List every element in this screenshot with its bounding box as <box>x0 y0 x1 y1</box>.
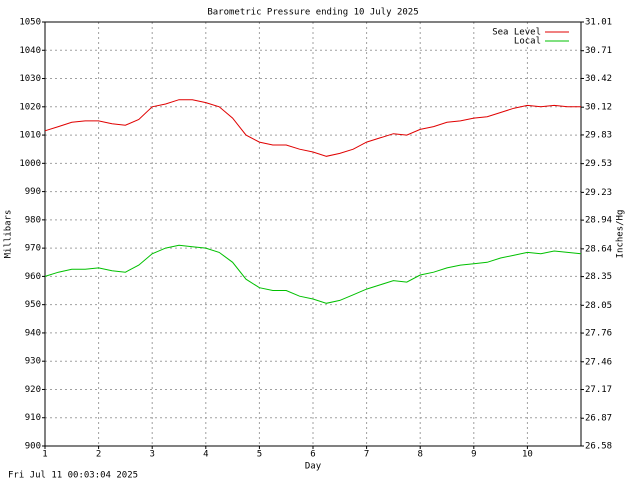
y2-tick-label: 29.23 <box>585 188 612 198</box>
y-tick-label: 1010 <box>19 131 41 141</box>
x-tick-label: 3 <box>149 450 154 460</box>
x-tick-label: 1 <box>42 450 47 460</box>
y2-tick-label: 30.12 <box>585 103 612 113</box>
y-tick-label: 1000 <box>19 159 41 169</box>
x-tick-label: 9 <box>471 450 476 460</box>
x-tick-label: 10 <box>522 450 533 460</box>
y-tick-label: 1050 <box>19 18 41 28</box>
x-tick-label: 7 <box>364 450 369 460</box>
series-line <box>44 99 581 157</box>
y2-tick-label: 28.94 <box>585 216 612 226</box>
y2-tick-label: 31.01 <box>585 18 612 28</box>
y2-tick-label: 28.05 <box>585 301 612 311</box>
x-tick-label: 8 <box>417 450 422 460</box>
x-axis-label: Day <box>305 462 322 472</box>
y-tick-label: 930 <box>25 357 41 367</box>
y2-tick-label: 27.76 <box>585 329 612 339</box>
legend-label: Local <box>514 37 541 47</box>
y-tick-label: 940 <box>25 328 41 338</box>
y-tick-label: 970 <box>25 244 41 254</box>
y-tick-label: 950 <box>25 300 41 310</box>
y2-tick-label: 29.53 <box>585 159 612 169</box>
chart-title: Barometric Pressure ending 10 July 2025 <box>207 8 418 18</box>
timestamp: Fri Jul 11 00:03:04 2025 <box>8 471 138 481</box>
y2-tick-label: 26.58 <box>585 442 612 452</box>
plot-frame <box>44 21 582 447</box>
x-tick-label: 5 <box>257 450 262 460</box>
y-tick-label: 960 <box>25 272 41 282</box>
y-tick-label: 990 <box>25 187 41 197</box>
y2-tick-label: 28.35 <box>585 272 612 282</box>
x-tick-label: 4 <box>203 450 208 460</box>
y-tick-label: 900 <box>25 442 41 452</box>
y2-tick-label: 27.46 <box>585 357 612 367</box>
y2-tick-label: 27.17 <box>585 385 612 395</box>
y2-tick-label: 29.83 <box>585 130 612 140</box>
y2-tick-label: 26.87 <box>585 414 612 424</box>
y2-tick-label: 30.71 <box>585 46 612 56</box>
y-tick-label: 910 <box>25 413 41 423</box>
y2-tick-label: 28.64 <box>585 244 612 254</box>
series-line <box>44 244 582 304</box>
y-tick-label: 920 <box>25 385 41 395</box>
y-tick-label: 1020 <box>19 102 41 112</box>
x-tick-label: 2 <box>96 450 101 460</box>
y-tick-label: 1040 <box>19 46 41 56</box>
y2-tick-label: 30.42 <box>585 74 612 84</box>
y-axis-label: Millibars <box>4 210 14 259</box>
y-tick-label: 980 <box>25 215 41 225</box>
y-tick-label: 1030 <box>19 74 41 84</box>
y2-axis-label: Inches/Hg <box>616 210 626 259</box>
legend-label: Sea Level <box>492 28 541 38</box>
x-tick-label: 6 <box>310 450 315 460</box>
